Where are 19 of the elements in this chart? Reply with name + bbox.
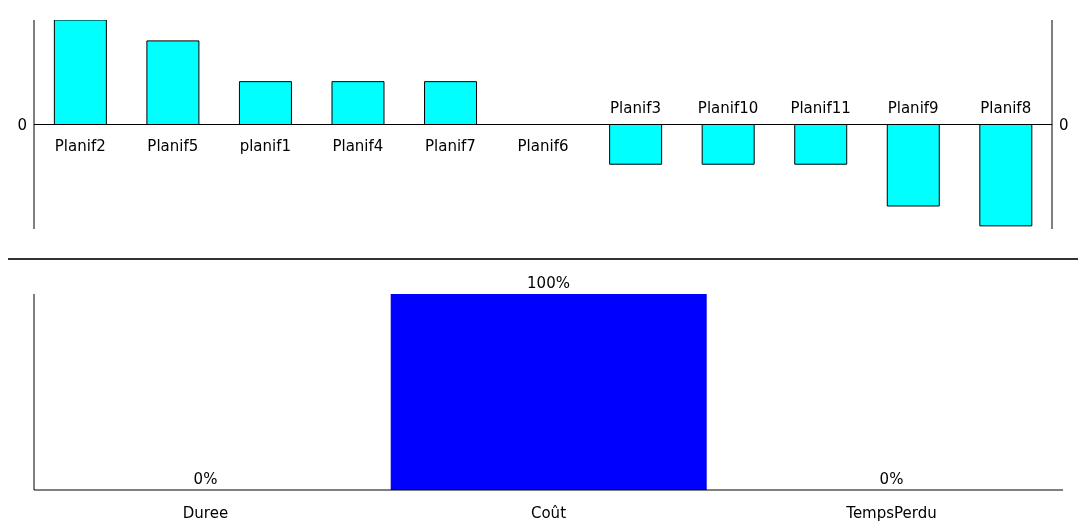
x-tick-label: Duree	[182, 504, 229, 522]
x-tick-label: planif1	[239, 137, 292, 155]
x-tick-label: Planif4	[332, 137, 384, 155]
x-tick-label: Planif8	[980, 99, 1032, 117]
x-tick-label: Planif2	[54, 137, 106, 155]
x-tick-label: TempsPerdu	[845, 504, 937, 522]
x-tick-label: Planif11	[790, 99, 851, 117]
text: 0	[1059, 116, 1069, 134]
data-label: 0%	[879, 470, 904, 488]
x-tick-label: Planif5	[147, 137, 199, 155]
data-label: 0%	[193, 470, 218, 488]
data-label: 100%	[527, 274, 570, 292]
text: 0	[17, 116, 27, 134]
x-tick-label: Planif7	[425, 137, 476, 155]
x-tick-label: Planif9	[887, 99, 939, 117]
x-tick-label: Planif3	[610, 99, 661, 117]
x-tick-label: Planif10	[697, 99, 759, 117]
x-tick-label: Planif6	[517, 137, 569, 155]
x-tick-label: Coût	[530, 504, 567, 522]
